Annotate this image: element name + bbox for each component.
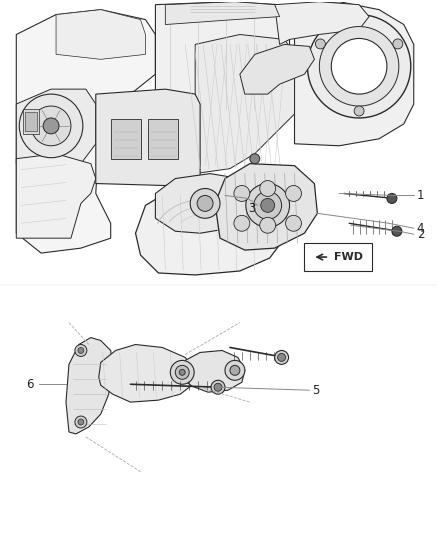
- Circle shape: [78, 419, 84, 425]
- Circle shape: [307, 14, 411, 118]
- Text: 2: 2: [417, 228, 424, 241]
- Circle shape: [260, 181, 276, 197]
- Polygon shape: [165, 2, 279, 25]
- Circle shape: [19, 94, 83, 158]
- Polygon shape: [275, 2, 369, 44]
- Circle shape: [250, 154, 260, 164]
- Circle shape: [78, 348, 84, 353]
- Circle shape: [179, 369, 185, 375]
- Polygon shape: [178, 351, 245, 392]
- Polygon shape: [16, 10, 155, 253]
- Text: 6: 6: [26, 378, 34, 391]
- Polygon shape: [23, 109, 39, 134]
- Polygon shape: [16, 89, 96, 168]
- Circle shape: [211, 380, 225, 394]
- Polygon shape: [111, 119, 141, 159]
- Text: FWD: FWD: [334, 252, 363, 262]
- Text: 5: 5: [312, 384, 320, 397]
- Circle shape: [261, 198, 275, 212]
- Polygon shape: [96, 89, 200, 185]
- Text: 1: 1: [417, 189, 424, 202]
- Polygon shape: [25, 112, 37, 131]
- Polygon shape: [99, 344, 195, 402]
- Polygon shape: [56, 10, 145, 59]
- Polygon shape: [148, 119, 178, 159]
- Circle shape: [190, 189, 220, 219]
- Circle shape: [392, 226, 402, 236]
- Polygon shape: [294, 2, 414, 146]
- Circle shape: [254, 191, 282, 219]
- Circle shape: [278, 353, 286, 361]
- Circle shape: [170, 360, 194, 384]
- Circle shape: [246, 183, 290, 227]
- Circle shape: [387, 193, 397, 204]
- Circle shape: [31, 106, 71, 146]
- Circle shape: [286, 185, 301, 201]
- Polygon shape: [155, 2, 290, 119]
- Circle shape: [275, 351, 289, 365]
- Circle shape: [230, 365, 240, 375]
- Circle shape: [225, 360, 245, 380]
- Polygon shape: [195, 35, 294, 174]
- Circle shape: [393, 39, 403, 49]
- Text: 3: 3: [248, 202, 255, 215]
- Circle shape: [234, 215, 250, 231]
- Circle shape: [319, 27, 399, 106]
- Text: 4: 4: [417, 222, 424, 235]
- Circle shape: [315, 39, 325, 49]
- Circle shape: [260, 217, 276, 233]
- Polygon shape: [215, 164, 318, 250]
- Circle shape: [75, 344, 87, 357]
- Polygon shape: [304, 243, 372, 271]
- Polygon shape: [66, 337, 113, 434]
- Circle shape: [234, 185, 250, 201]
- Circle shape: [197, 196, 213, 212]
- Polygon shape: [135, 189, 285, 275]
- Polygon shape: [16, 154, 96, 238]
- Circle shape: [286, 215, 301, 231]
- Circle shape: [75, 416, 87, 428]
- Circle shape: [354, 106, 364, 116]
- Polygon shape: [240, 44, 314, 94]
- Circle shape: [214, 383, 222, 391]
- Circle shape: [43, 118, 59, 134]
- Circle shape: [175, 365, 189, 379]
- Polygon shape: [155, 174, 255, 233]
- Circle shape: [331, 38, 387, 94]
